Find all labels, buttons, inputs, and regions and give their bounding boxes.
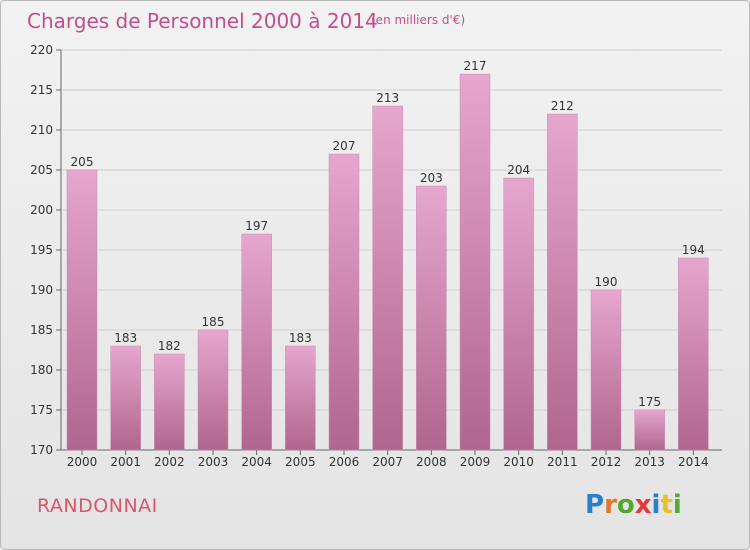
data-label: 182 (158, 339, 181, 353)
x-tick-label: 2013 (634, 455, 665, 469)
data-label: 197 (245, 219, 268, 233)
proxiti-logo: Proxiti (585, 490, 682, 520)
data-label: 194 (682, 243, 705, 257)
bar (547, 113, 578, 451)
data-label: 213 (376, 91, 399, 105)
data-label: 203 (420, 171, 443, 185)
x-tick-label: 2014 (678, 455, 709, 469)
data-label: 204 (507, 163, 530, 177)
y-tick-label: 195 (30, 243, 53, 257)
logo-letter: r (604, 490, 617, 520)
data-label: 205 (71, 155, 94, 169)
x-tick-label: 2011 (547, 455, 578, 469)
x-tick-label: 2006 (329, 455, 360, 469)
data-label: 183 (289, 331, 312, 345)
bar (328, 153, 360, 451)
bar (372, 105, 403, 451)
x-tick-label: 2005 (285, 455, 316, 469)
logo-letter: t (660, 490, 673, 520)
x-tick-label: 2001 (110, 455, 141, 469)
x-tick-label: 2010 (503, 455, 534, 469)
bar (459, 73, 491, 451)
logo-letter: P (585, 490, 605, 520)
data-label: 185 (202, 315, 225, 329)
y-tick-label: 205 (30, 163, 53, 177)
bar (416, 185, 447, 451)
x-tick-label: 2007 (372, 455, 403, 469)
chart-subtitle: (en milliers d'€) (371, 13, 466, 27)
bar (678, 257, 709, 451)
data-label: 190 (595, 275, 618, 289)
bar (66, 169, 98, 451)
bar (503, 177, 534, 451)
x-tick-label: 2008 (416, 455, 447, 469)
y-tick-label: 210 (30, 123, 53, 137)
data-label: 183 (114, 331, 137, 345)
y-tick-label: 220 (30, 43, 53, 57)
x-tick-label: 2003 (198, 455, 229, 469)
y-tick-label: 215 (30, 83, 53, 97)
logo-letter: x (634, 490, 652, 520)
logo-letter: o (616, 490, 635, 520)
bar (154, 353, 185, 451)
commune-name: RANDONNAI (37, 495, 158, 517)
x-tick-label: 2009 (460, 455, 491, 469)
bars (66, 73, 709, 451)
x-tick-label: 2000 (67, 455, 98, 469)
logo-letter: i (672, 490, 682, 520)
y-tick-label: 180 (30, 363, 53, 377)
y-tick-label: 200 (30, 203, 53, 217)
y-tick-label: 185 (30, 323, 53, 337)
logo-letter: i (651, 490, 661, 520)
data-label: 175 (638, 395, 661, 409)
data-labels: 205 183 182 185 197 183 207 213 203 217 204 212 190 1… (71, 59, 705, 409)
data-label: 207 (333, 139, 356, 153)
data-label: 217 (464, 59, 487, 73)
x-tick-label: 2004 (241, 455, 272, 469)
y-tick-label: 170 (30, 443, 53, 457)
bar (197, 329, 229, 451)
y-tick-label: 175 (30, 403, 53, 417)
bar (590, 289, 622, 451)
bar (285, 345, 316, 451)
bar (241, 233, 272, 451)
y-tick-label: 190 (30, 283, 53, 297)
data-label: 212 (551, 99, 574, 113)
bar (110, 345, 141, 451)
bar (634, 409, 665, 451)
chart-title: Charges de Personnel 2000 à 2014 (27, 9, 378, 33)
x-tick-label: 2002 (154, 455, 185, 469)
x-tick-label: 2012 (591, 455, 622, 469)
